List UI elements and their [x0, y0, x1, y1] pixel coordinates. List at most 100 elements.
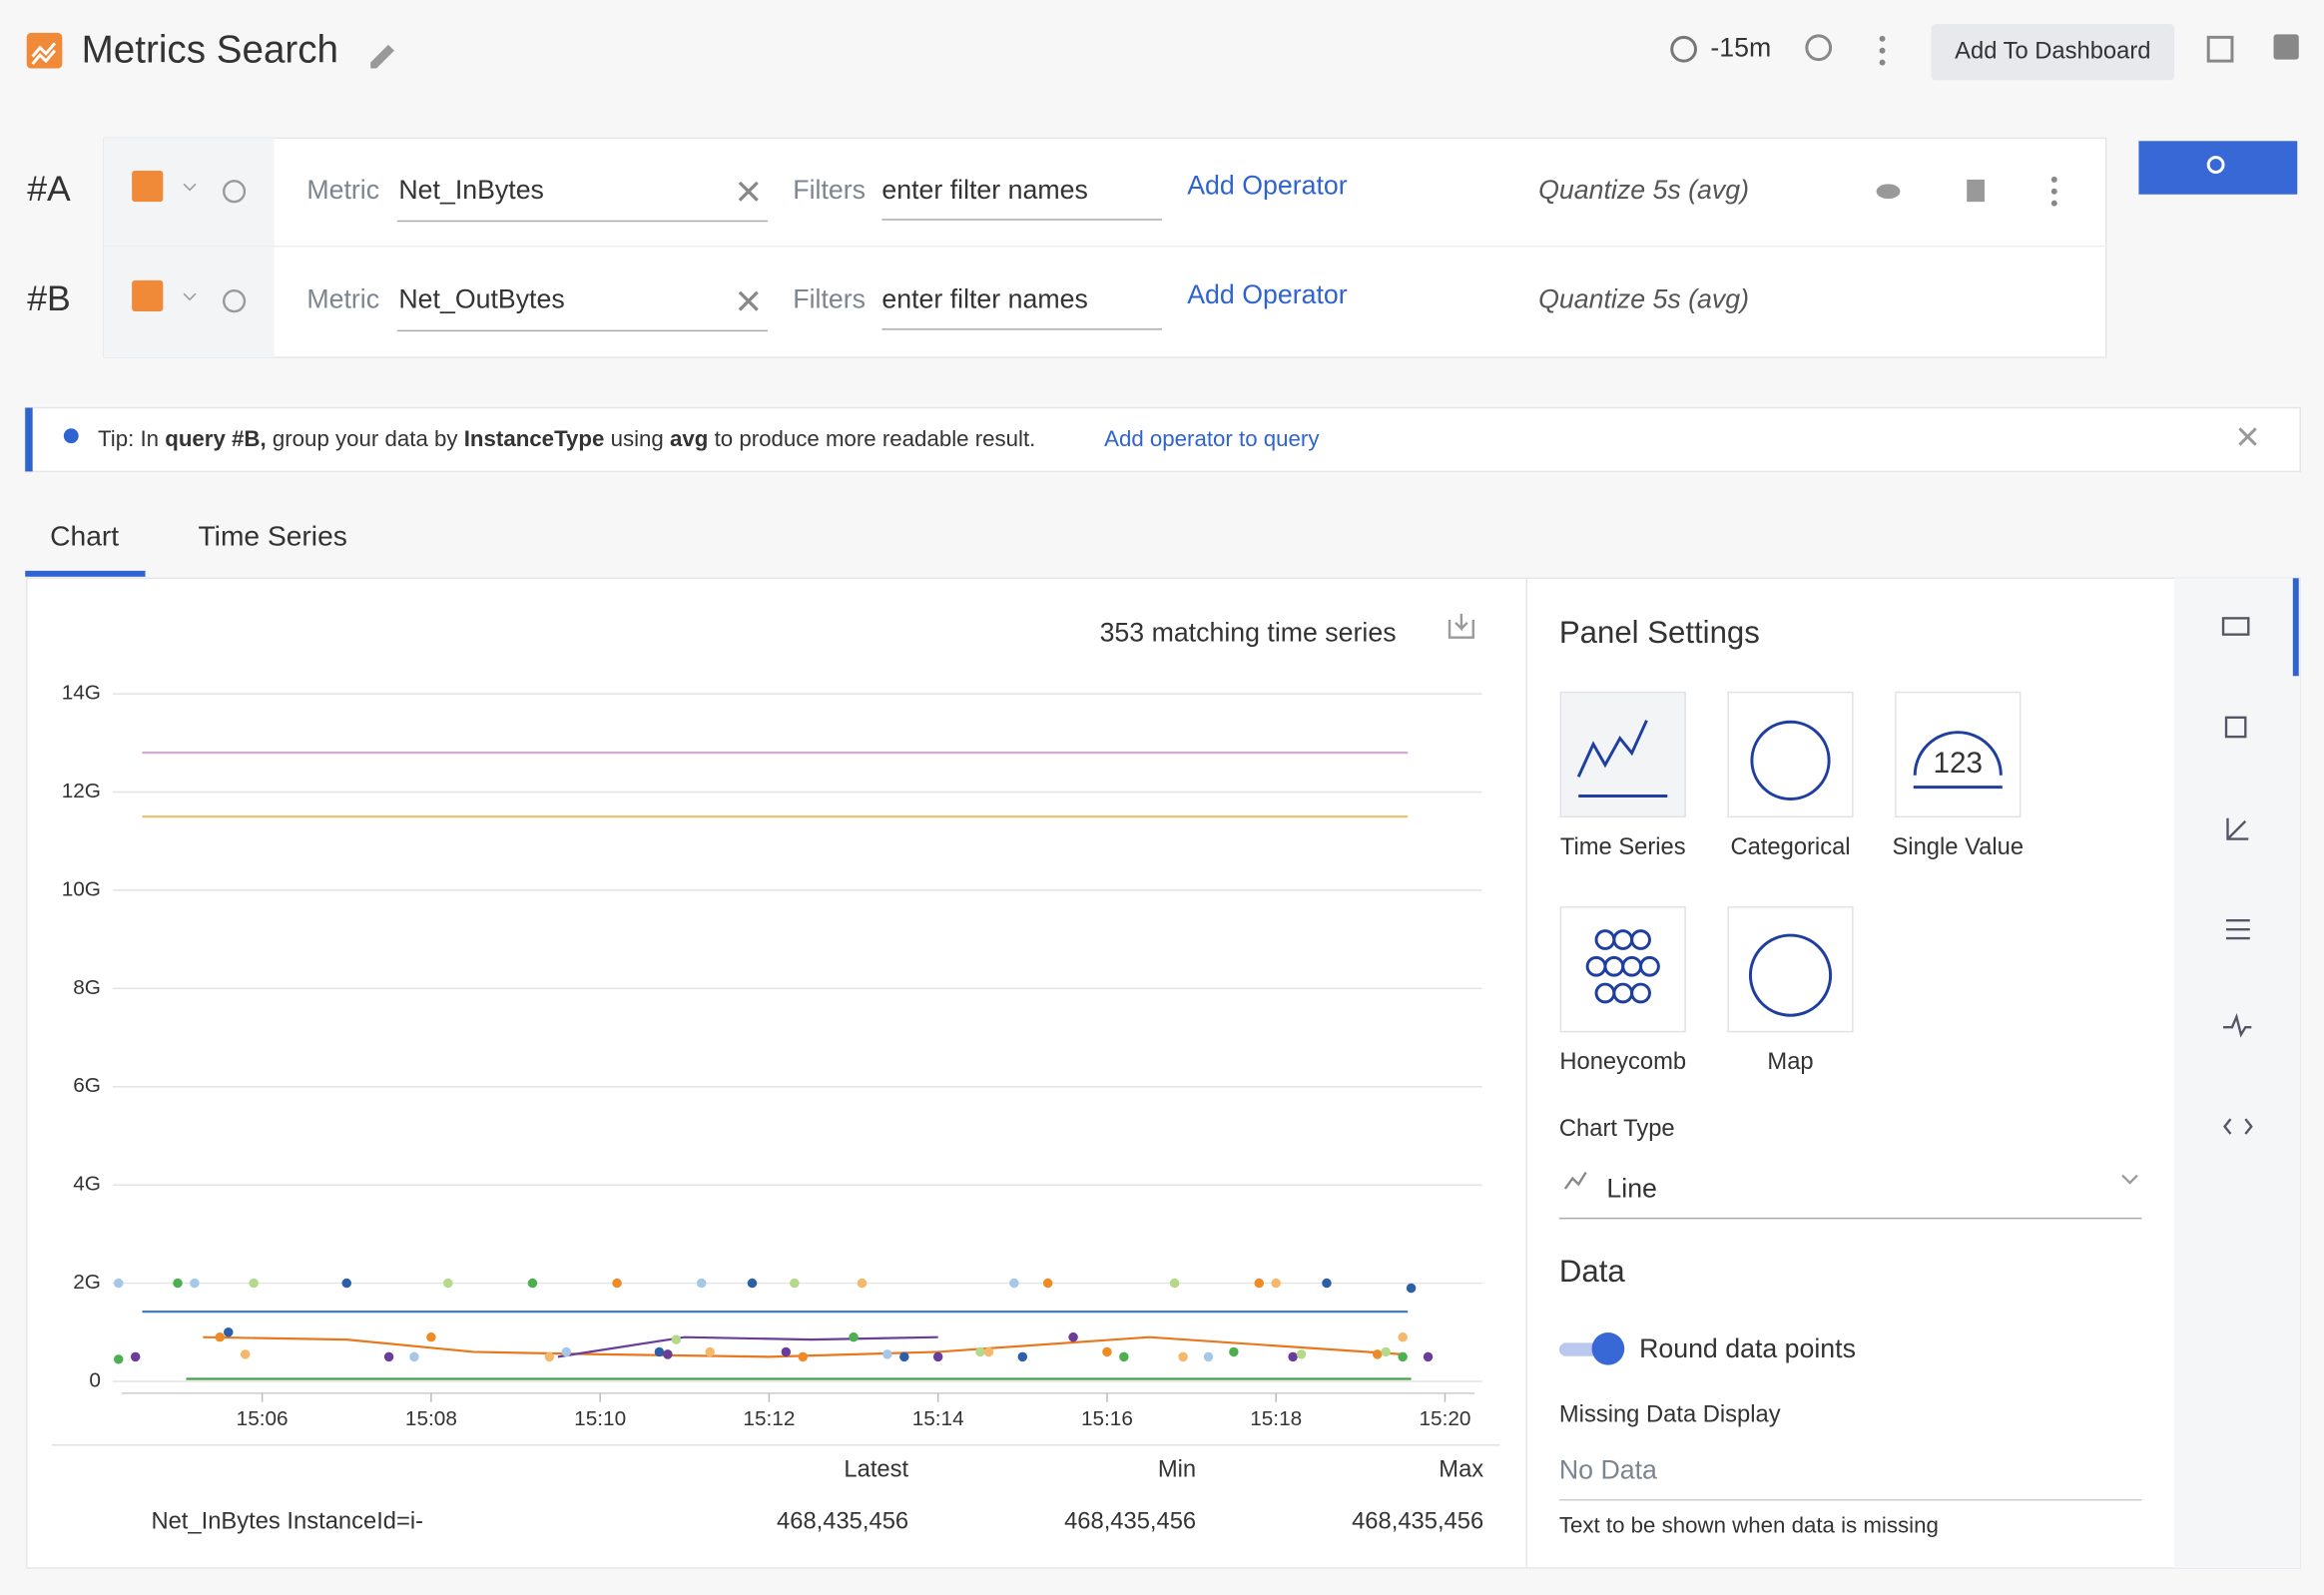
toggle-knob[interactable] [1591, 1331, 1625, 1365]
data-point [409, 1351, 419, 1362]
chart-option-label[interactable]: Map [1767, 1048, 1813, 1075]
chart-option-tile[interactable] [1727, 691, 1854, 818]
chart-option-tile[interactable] [1895, 691, 2022, 818]
chart-option-label[interactable]: Honeycomb [1559, 1048, 1686, 1075]
data-point [1296, 1349, 1307, 1359]
quantize[interactable]: Quantize 5s (avg) [1538, 284, 1749, 314]
chart-type-value[interactable]: Line [1606, 1174, 1657, 1204]
x-tick-label: 15:14 [912, 1407, 964, 1430]
chart-option-tile[interactable] [1559, 691, 1686, 818]
add-operator[interactable]: Add Operator [1187, 279, 1348, 309]
search-icon[interactable] [2206, 156, 2225, 174]
data-point [1381, 1346, 1391, 1357]
metric-clear[interactable] [738, 181, 759, 202]
query-caret[interactable] [183, 183, 197, 192]
edit-icon[interactable] [370, 44, 394, 69]
search-button[interactable] [2138, 141, 2298, 195]
data-point [857, 1278, 868, 1289]
table-header: Max [1439, 1455, 1483, 1482]
side-icons[interactable] [2221, 617, 2253, 1135]
time-range[interactable]: -15m [1710, 32, 1771, 62]
x-tick-label: 15:16 [1081, 1407, 1133, 1430]
data-point [747, 1278, 758, 1289]
table-cell: 468,435,456 [1352, 1507, 1483, 1534]
x-tick-label: 15:06 [237, 1407, 289, 1430]
query-more-dot[interactable] [2050, 176, 2057, 183]
query-caret[interactable] [183, 292, 197, 301]
query-panel [103, 137, 2107, 358]
missing-input[interactable]: No Data [1559, 1455, 1657, 1485]
data-point [544, 1351, 555, 1362]
panel-title: Panel Settings [1559, 615, 1760, 650]
chart-option-tile[interactable] [1727, 906, 1854, 1033]
query-more-dot[interactable] [2050, 188, 2057, 195]
data-point [1068, 1331, 1078, 1342]
query-type-icon[interactable] [132, 279, 164, 312]
download-icon[interactable] [1448, 613, 1474, 639]
data-point [561, 1346, 572, 1357]
missing-help: Text to be shown when data is missing [1559, 1512, 1939, 1537]
metric-value[interactable]: Net_OutBytes [398, 284, 564, 314]
series-line [203, 1335, 1404, 1358]
data-point [1169, 1278, 1180, 1289]
y-tick-label: 14G [62, 682, 101, 705]
data-point [190, 1278, 200, 1289]
tip-close[interactable] [2238, 427, 2257, 446]
tip-suffix: to produce more readable result. [715, 426, 1036, 451]
y-tick-label: 2G [73, 1271, 101, 1294]
chart-type-caret[interactable] [2121, 1174, 2138, 1185]
refresh-icon[interactable] [1805, 34, 1833, 62]
query-more-dot[interactable] [2050, 200, 2057, 207]
query-id: #A [27, 169, 71, 209]
chart-option-label[interactable]: Categorical [1730, 833, 1850, 860]
option-icon [1748, 933, 1833, 1017]
data-point [899, 1351, 909, 1362]
filters-input[interactable]: enter filter names [881, 284, 1087, 314]
share-icon[interactable] [2206, 35, 2234, 63]
chart-option-label[interactable]: Single Value [1892, 833, 2024, 860]
query-type-icon[interactable] [132, 170, 164, 203]
table-series-name[interactable]: Net_InBytes InstanceId=i- [151, 1507, 423, 1534]
data-point [426, 1331, 436, 1342]
data-point [781, 1346, 792, 1357]
clock-icon[interactable] [1670, 35, 1697, 63]
y-tick-label: 0 [89, 1368, 101, 1391]
add-dashboard-label[interactable]: Add To Dashboard [1955, 37, 2150, 64]
data-point [882, 1349, 892, 1359]
metric-clear[interactable] [738, 290, 759, 311]
more-icon[interactable] [1879, 35, 1886, 66]
data-point [114, 1278, 124, 1289]
data-point [790, 1278, 800, 1289]
data-point [983, 1346, 994, 1357]
visibility-icon[interactable] [1876, 184, 1901, 200]
data-point [1271, 1278, 1281, 1289]
query-history-icon[interactable] [223, 180, 247, 204]
query-history-icon[interactable] [223, 289, 247, 313]
add-dashboard-button[interactable] [1931, 23, 2175, 81]
data-point [1423, 1351, 1434, 1362]
data-point [443, 1278, 453, 1289]
add-operator[interactable]: Add Operator [1187, 170, 1348, 200]
data-point [341, 1278, 352, 1289]
data-point [240, 1349, 251, 1359]
data-point [1203, 1351, 1214, 1362]
tip-link[interactable]: Add operator to query [1104, 426, 1320, 451]
option-icon [1630, 982, 1651, 1004]
quantize[interactable]: Quantize 5s (avg) [1538, 175, 1749, 205]
y-tick-label: 12G [62, 780, 101, 802]
single-value-sample: 123 [1934, 747, 1984, 780]
data-point [215, 1331, 226, 1342]
data-point [849, 1331, 859, 1342]
delete-icon[interactable] [1967, 179, 1986, 203]
metric-value[interactable]: Net_InBytes [398, 175, 544, 205]
filters-input[interactable]: enter filter names [881, 175, 1087, 205]
data-point [1178, 1351, 1188, 1362]
tab-underline [25, 570, 146, 577]
chart-option-label[interactable]: Time Series [1560, 833, 1686, 860]
data-point [1373, 1349, 1383, 1359]
tab-chart[interactable]: Chart [50, 520, 119, 552]
save-icon[interactable] [2273, 34, 2299, 60]
tab-time-series[interactable]: Time Series [199, 520, 347, 552]
